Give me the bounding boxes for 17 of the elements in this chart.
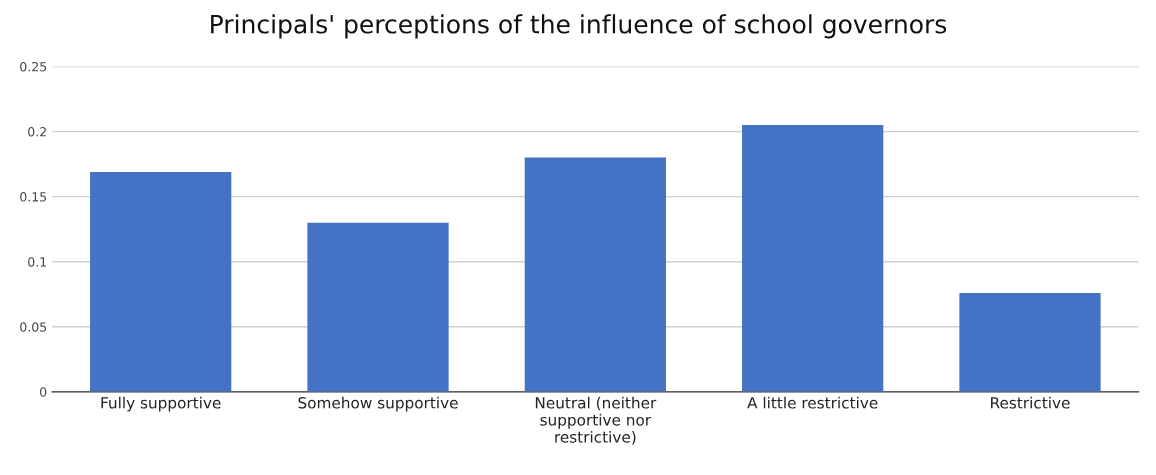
bar: [90, 171, 232, 392]
x-tick-label: Fully supportive: [101, 396, 221, 412]
bar: [307, 222, 449, 392]
x-tick-label: Somehow supportive: [298, 396, 458, 412]
bar: [959, 292, 1101, 392]
bar: [742, 125, 884, 392]
x-tick-label: Neutral (neither supportive nor restrictive): [535, 396, 657, 445]
chart-title: Principals' perceptions of the influence of school governors: [211, 14, 947, 39]
y-tick-label: 0.25: [20, 61, 47, 72]
y-tick-label: 0.1: [28, 257, 47, 267]
x-tick-label: A little restrictive: [747, 396, 878, 409]
y-tick-label: 0.15: [20, 192, 47, 202]
y-tick-label: 0: [40, 387, 47, 397]
bar: [524, 157, 666, 392]
y-tick-label: 0.2: [28, 127, 46, 137]
y-tick-label: 0.05: [20, 322, 47, 332]
x-tick-label: Restrictive: [991, 396, 1070, 409]
